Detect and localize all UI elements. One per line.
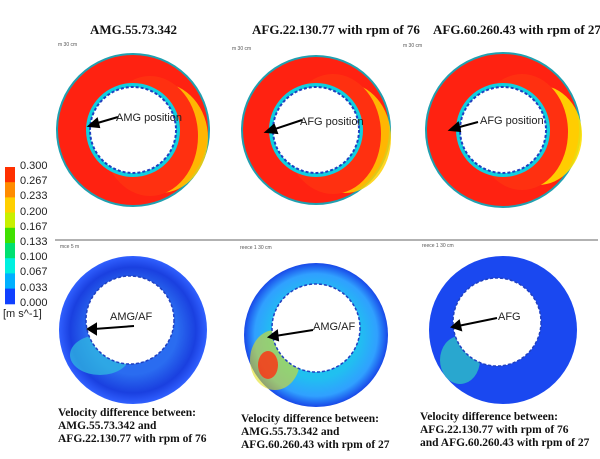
colorbar-tick: 0.233 — [20, 190, 48, 203]
colorbar-tick: 0.200 — [20, 205, 48, 218]
colorbar-tick: 0.133 — [20, 236, 48, 248]
caption-2: Velocity difference between: AMG.55.73.3… — [241, 413, 390, 452]
scale-label: m 30 cm — [232, 46, 252, 52]
caption-line: AFG.60.260.43 with rpm of 27 — [241, 439, 390, 451]
annotation-label: AFG position — [300, 116, 364, 128]
caption-line: AMG.55.73.342 and — [58, 420, 157, 432]
colorbar-segment — [5, 182, 15, 198]
colorbar-segment — [5, 288, 15, 305]
plot-top-1 — [56, 53, 210, 207]
caption-line: and AFG.60.260.43 with rpm of 27 — [420, 437, 590, 449]
annotation-arrows — [86, 116, 498, 342]
annotation-label: AMG/AF — [110, 311, 152, 323]
annotation-label: AMG position — [116, 112, 182, 124]
caption-line: AFG.22.130.77 with rpm of 76 — [58, 433, 207, 445]
plot-bottom-2 — [244, 263, 388, 407]
plot-bottom-3 — [429, 256, 577, 404]
colorbar-tick: 0.267 — [20, 175, 48, 188]
caption-3: Velocity difference between: AFG.22.130.… — [420, 411, 589, 450]
title-1: AMG.55.73.342 — [90, 22, 178, 37]
annotation-label: AFG position — [480, 115, 544, 127]
caption-line: AMG.55.73.342 and — [241, 426, 340, 438]
colorbar-tick: 0.000 — [20, 296, 48, 309]
scale-label: reece 1 30 cm — [422, 243, 454, 249]
caption-line: Velocity difference between: — [58, 407, 196, 419]
colorbar-tick: 0.167 — [20, 220, 48, 233]
caption-line: Velocity difference between: — [241, 413, 379, 425]
colorbar-segment — [5, 273, 15, 290]
colorbar-unit: [m s^-1] — [3, 308, 42, 320]
colorbar-segment — [5, 212, 15, 229]
colorbar-tick: 0.067 — [20, 266, 48, 279]
colorbar-tick: 0.100 — [20, 251, 48, 264]
scale-label: m 30 cm — [403, 43, 423, 49]
scale-label: m 30 cm — [58, 42, 78, 48]
colorbar-segment — [5, 167, 15, 183]
colorbar-tick: 0.300 — [20, 160, 48, 172]
scale-label: reece 1 30 cm — [240, 245, 272, 251]
plot-top-2 — [241, 55, 391, 205]
caption-1: Velocity difference between: AMG.55.73.3… — [58, 407, 207, 446]
caption-line: AFG.22.130.77 with rpm of 76 — [420, 424, 569, 436]
plot-top-3 — [425, 52, 582, 208]
colorbar-segment — [5, 243, 15, 259]
title-2: AFG.22.130.77 with rpm of 76 — [252, 22, 420, 37]
caption-line: Velocity difference between: — [420, 411, 558, 423]
colorbar-segment — [5, 227, 15, 244]
colorbar-tick: 0.033 — [20, 281, 48, 294]
title-3: AFG.60.260.43 with rpm of 27 — [433, 22, 600, 37]
colorbar — [5, 167, 15, 305]
annotation-label: AFG — [498, 311, 521, 323]
colorbar-segment — [5, 197, 15, 214]
scale-label: mce 5 m — [60, 244, 80, 250]
colorbar-segment — [5, 258, 15, 274]
plot-bottom-1 — [59, 256, 207, 404]
annotation-label: AMG/AF — [313, 321, 355, 333]
